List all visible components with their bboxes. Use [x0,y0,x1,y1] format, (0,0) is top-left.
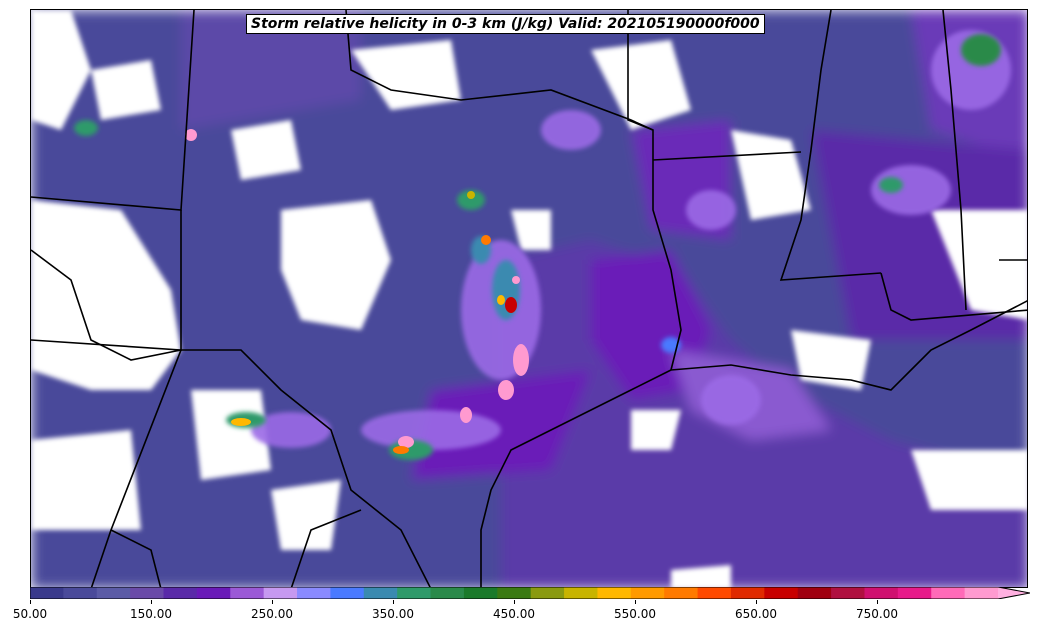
map-title: Storm relative helicity in 0-3 km (J/kg)… [246,14,765,34]
colorbar-segment [397,587,432,599]
colorbar-tick [877,600,878,604]
colorbar-tick-label: 150.00 [130,607,172,621]
colorbar-segment [96,587,131,599]
colorbar-segment [530,587,565,599]
colorbar-segment [831,587,865,599]
colorbar-tick-label: 450.00 [493,607,535,621]
colorbar-segment [797,587,832,599]
colorbar-segment [497,587,532,599]
colorbar-outline [30,587,1030,599]
colorbar-segment [730,587,765,599]
helicity-shading [31,10,1027,587]
colorbar-segment [864,587,899,599]
colorbar [30,587,1030,599]
colorbar-segment [597,587,632,599]
colorbar-segment [130,587,165,599]
colorbar-segment [564,587,598,599]
colorbar-tick [756,600,757,604]
colorbar-segment [63,587,98,599]
colorbar-segment [330,587,365,599]
colorbar-segment [697,587,732,599]
colorbar-tick-label: 650.00 [735,607,777,621]
high-helicity-cores [185,129,529,454]
colorbar-segment [964,587,999,599]
colorbar-ticks: 50.00 150.00 250.00 350.00 450.00 550.00 650.0… [13,600,1030,630]
colorbar-segment [664,587,699,599]
colorbar-segment [163,587,198,599]
colorbar-segment [363,587,398,599]
colorbar-segment [463,587,498,599]
colorbar-segment [196,587,231,599]
boundary-lines [31,10,1027,587]
helicity-map [31,10,1027,587]
colorbar-tick [151,600,152,604]
colorbar-tick [635,600,636,604]
colorbar-segment [297,587,331,599]
colorbar-tick-label: 750.00 [856,607,898,621]
colorbar-segment [931,587,966,599]
colorbar-tick [393,600,394,604]
colorbar-segment [764,587,799,599]
colorbar-tick-label: 350.00 [372,607,414,621]
colorbar-tick [272,600,273,604]
colorbar-segment [430,587,465,599]
colorbar-segment [897,587,932,599]
colorbar-segment [630,587,665,599]
colorbar-tick [30,600,31,604]
colorbar-tick-label: 550.00 [614,607,656,621]
colorbar-segment [230,587,265,599]
colorbar-tick-label: 250.00 [251,607,293,621]
map-panel [30,9,1028,588]
colorbar-tick [514,600,515,604]
colorbar-segment [263,587,298,599]
colorbar-segment [30,587,64,599]
colorbar-tick-label: 50.00 [12,607,48,621]
colorbar-extend-arrow [998,587,1030,599]
